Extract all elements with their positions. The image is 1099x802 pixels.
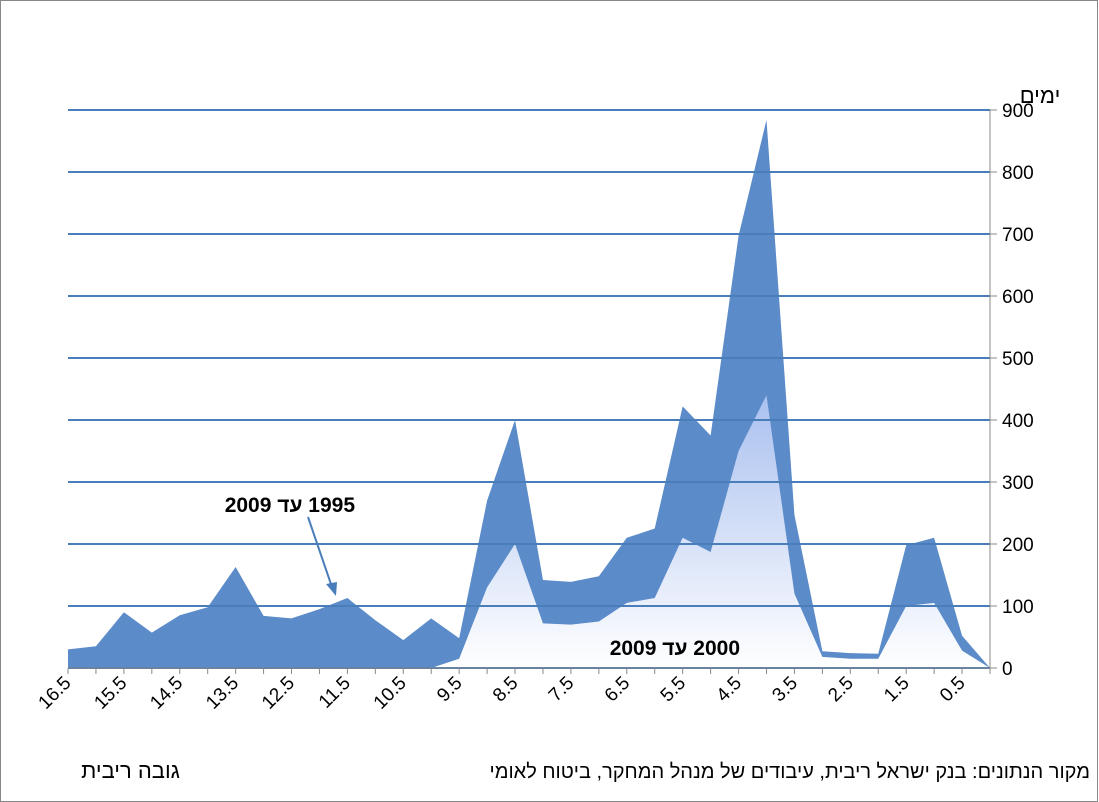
source-note: מקור הנתונים: בנק ישראל ריבית, עיבודים ש… (490, 761, 1090, 783)
y-tick-label: 600 (1002, 287, 1034, 308)
x-axis-label: גובה ריבית (81, 758, 180, 783)
y-tick-label: 700 (1002, 225, 1034, 246)
y-tick-label: 800 (1002, 163, 1034, 184)
y-tick-label: 500 (1002, 349, 1034, 370)
series-annotation: 1995 עד 2009 (225, 494, 356, 517)
annotation-arrow (307, 516, 334, 591)
y-axis-label: ימים (1020, 83, 1061, 108)
y-tick-label: 300 (1002, 473, 1034, 494)
annotation-arrowhead (326, 582, 337, 596)
series-annotation: 2000 עד 2009 (610, 637, 740, 660)
y-tick-label: 0 (1002, 659, 1013, 680)
y-tick-label: 900 (1002, 101, 1034, 122)
area (431, 395, 990, 668)
y-tick-label: 400 (1002, 411, 1034, 432)
y-tick-label: 200 (1002, 535, 1034, 556)
y-tick-label: 100 (1002, 597, 1034, 618)
